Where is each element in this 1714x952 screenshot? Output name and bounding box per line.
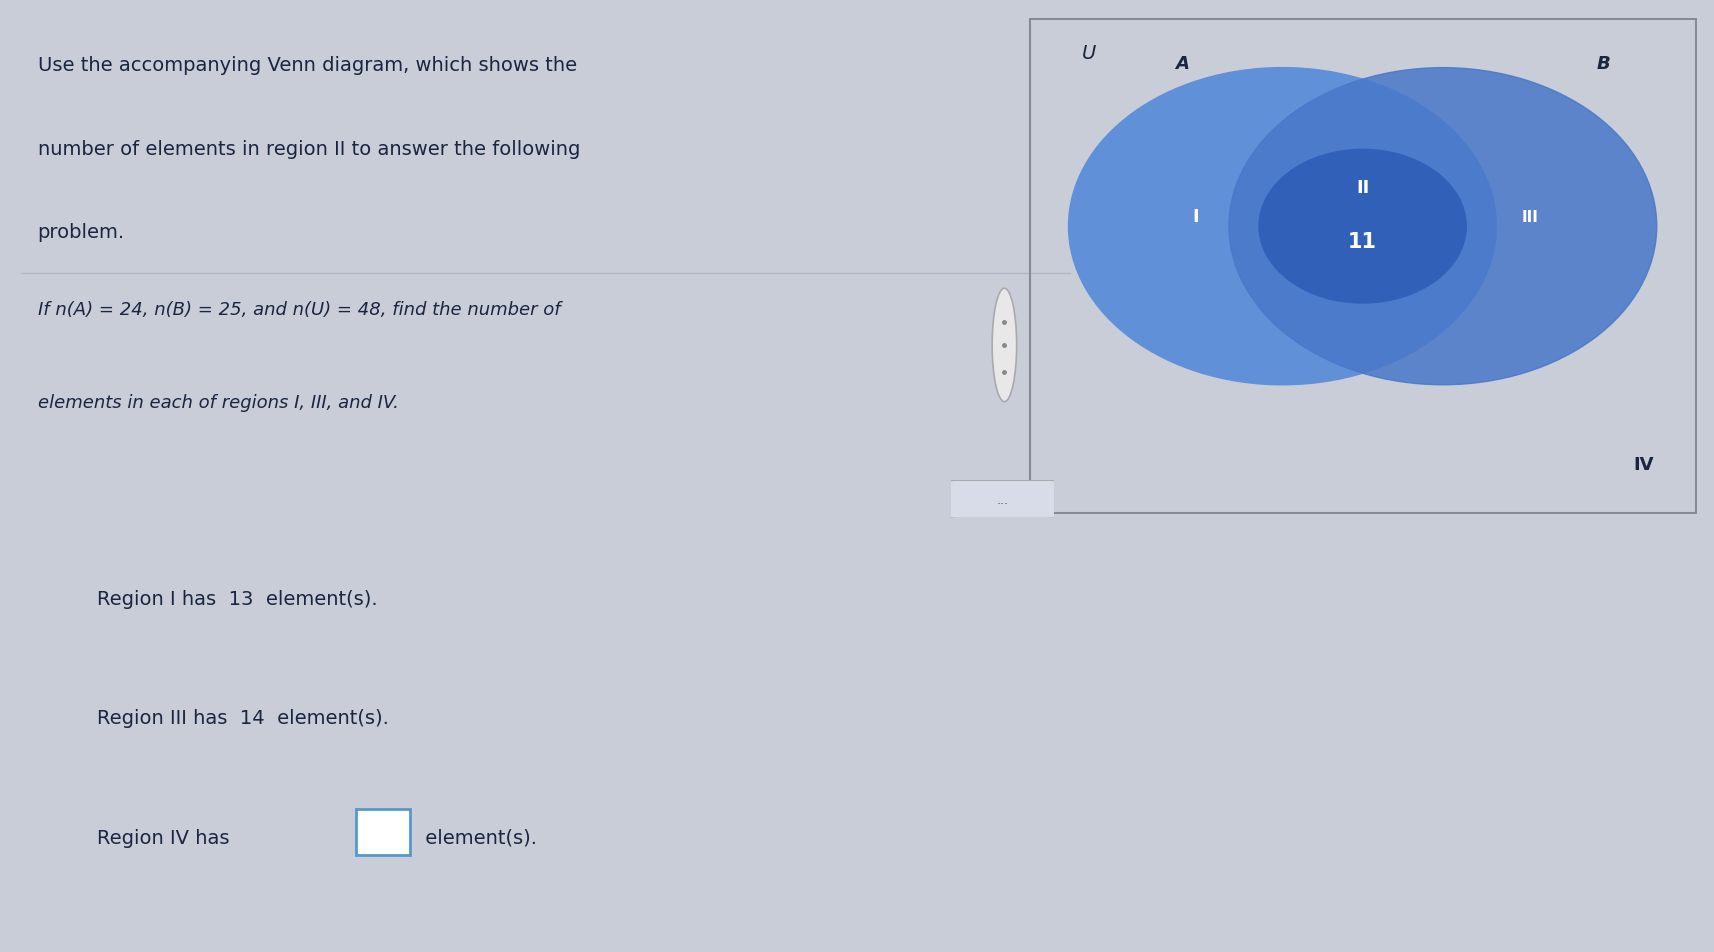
Text: Use the accompanying Venn diagram, which shows the: Use the accompanying Venn diagram, which…	[38, 56, 576, 75]
Text: problem.: problem.	[38, 223, 125, 242]
Text: If n(A) = 24, n(B) = 25, and n(U) = 48, find the number of: If n(A) = 24, n(B) = 25, and n(U) = 48, …	[38, 301, 560, 319]
Text: II: II	[1356, 178, 1369, 196]
Text: ...: ...	[996, 493, 1010, 506]
Text: 11: 11	[1349, 232, 1376, 251]
Text: element(s).: element(s).	[418, 828, 536, 847]
Text: B: B	[1596, 54, 1611, 72]
Text: A: A	[1176, 54, 1190, 72]
Text: IV: IV	[1633, 456, 1654, 473]
Ellipse shape	[992, 288, 1016, 402]
Text: elements in each of regions I, III, and IV.: elements in each of regions I, III, and …	[38, 393, 398, 411]
Circle shape	[1229, 69, 1657, 386]
Circle shape	[1260, 150, 1465, 304]
Circle shape	[1068, 69, 1496, 386]
FancyBboxPatch shape	[357, 809, 410, 856]
Text: number of elements in region II to answer the following: number of elements in region II to answe…	[38, 140, 579, 158]
Text: I: I	[1193, 208, 1198, 226]
Text: Region I has  13  element(s).: Region I has 13 element(s).	[96, 589, 377, 608]
Text: III: III	[1522, 209, 1537, 225]
Text: Region III has  14  element(s).: Region III has 14 element(s).	[96, 708, 389, 727]
Text: Region IV has: Region IV has	[96, 828, 235, 847]
Text: U: U	[1082, 44, 1097, 63]
FancyBboxPatch shape	[946, 481, 1059, 519]
